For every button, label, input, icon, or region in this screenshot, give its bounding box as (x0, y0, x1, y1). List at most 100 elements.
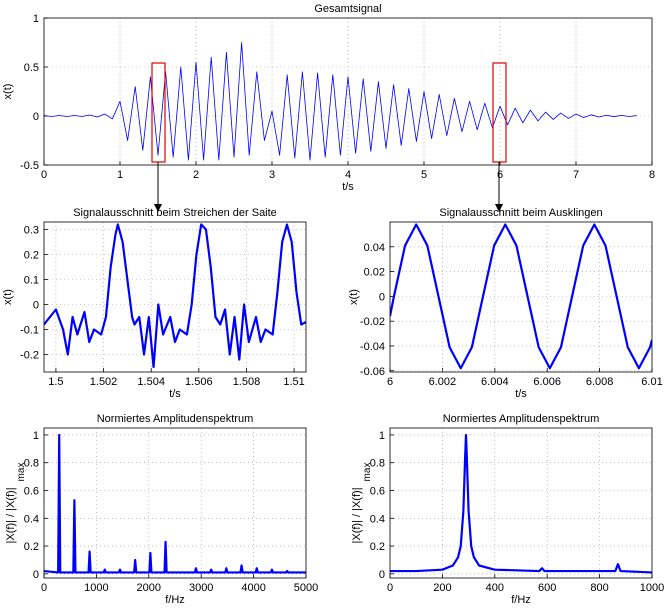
y-tick-label: 0.6 (24, 486, 39, 498)
y-tick-label: 0.3 (24, 225, 39, 237)
y-axis-label-text: x(t) (2, 84, 14, 100)
x-tick-label: 7 (573, 169, 579, 181)
axes-frame (43, 427, 307, 579)
y-axis-label-text: x(t) (2, 289, 14, 305)
x-axis-label: t/s (169, 388, 181, 400)
subplot: 6 6.002 6.004 6.006 6.008 6.01 -0.06 -0.04 -0.02… (348, 207, 663, 400)
x-tick-label: 1000 (640, 582, 664, 594)
x-tick-label: 600 (538, 582, 556, 594)
subplot-title: Gesamtsignal (314, 3, 381, 15)
signal-line (44, 42, 637, 161)
y-axis-label-subscript: max (362, 463, 373, 482)
y-tick-label: 0 (33, 111, 39, 123)
y-axis-label: x(t) (2, 289, 14, 305)
x-axis-label: t/s (515, 388, 527, 400)
subplot-title: Signalausschnitt beim Streichen der Sait… (73, 207, 277, 219)
axes-frame (389, 221, 653, 373)
x-tick-label: 6 (387, 376, 393, 388)
x-tick-label: 1.51 (283, 376, 304, 388)
y-tick-label: 0.02 (364, 267, 385, 279)
subplot-title: Normiertes Amplitudenspektrum (443, 413, 600, 425)
y-axis-label-text: x(t) (348, 289, 360, 305)
y-tick-label: 0.5 (24, 62, 39, 74)
y-tick-label: 0.8 (370, 458, 385, 470)
signal-line (390, 433, 652, 574)
x-tick-label: 6 (497, 169, 503, 181)
x-tick-label: 5000 (294, 582, 318, 594)
x-tick-label: 3000 (189, 582, 213, 594)
x-tick-label: 1.504 (137, 376, 165, 388)
y-tick-label: -0.1 (20, 325, 39, 337)
y-tick-label: 1 (379, 430, 385, 442)
subplot: 0 1000 2000 3000 4000 5000 0 0.2 0.4 0.6 0.8 1 Normi… (5, 413, 318, 606)
y-tick-label: 0.4 (24, 513, 39, 525)
x-tick-label: 1 (117, 169, 123, 181)
y-axis-label-text: |X(f)| / |X(f)| (5, 487, 17, 543)
signal-line (390, 223, 652, 370)
x-tick-label: 4 (345, 169, 351, 181)
y-tick-label: 0.2 (370, 541, 385, 553)
x-tick-label: 5 (421, 169, 427, 181)
arrow-head (495, 204, 503, 212)
x-tick-label: 3 (269, 169, 275, 181)
x-tick-label: 2 (193, 169, 199, 181)
signal-line (44, 433, 306, 574)
y-tick-label: -0.2 (20, 350, 39, 362)
axes-frame (43, 17, 653, 166)
y-tick-label: 1 (33, 430, 39, 442)
y-tick-label: 0 (379, 569, 385, 581)
plot-area (390, 428, 652, 578)
x-tick-label: 8 (649, 169, 655, 181)
y-tick-label: -0.06 (360, 366, 385, 378)
y-tick-label: 0.4 (370, 513, 385, 525)
x-tick-label: 1000 (84, 582, 108, 594)
y-axis-label-subscript: max (16, 463, 27, 482)
plots: 0 1 2 3 4 5 6 7 8-0.500.51Gesamtsignalt/sx(t)1.5… (2, 3, 664, 606)
x-tick-label: 6.002 (429, 376, 457, 388)
y-axis-label-text: |X(f)| / |X(f)| (351, 487, 363, 543)
subplot-title: Normiertes Amplitudenspektrum (97, 413, 254, 425)
x-tick-label: 0 (41, 582, 47, 594)
axes-frame (43, 221, 307, 373)
x-axis-label: f/Hz (511, 594, 531, 606)
plot-area (390, 222, 652, 372)
subplot-title: Signalausschnitt beim Ausklingen (439, 207, 602, 219)
subplot: 0 200 400 600 800 1000 0 0.2 0.4 0.6 0.8 1 Normierte… (351, 413, 664, 606)
y-axis-label: |X(f)| / |X(f)| max (5, 463, 27, 544)
y-tick-label: -0.04 (360, 341, 385, 353)
y-axis-label: |X(f)| / |X(f)| max (351, 463, 373, 544)
x-axis-label: f/Hz (165, 594, 185, 606)
x-tick-label: 0 (41, 169, 47, 181)
arrow-head (154, 204, 162, 212)
y-tick-label: 0.1 (24, 275, 39, 287)
y-axis-label: x(t) (348, 289, 360, 305)
signal-line (44, 223, 306, 369)
y-tick-label: 0 (33, 569, 39, 581)
y-tick-label: 0.2 (24, 250, 39, 262)
x-tick-label: 0 (387, 582, 393, 594)
y-tick-label: 0 (33, 300, 39, 312)
y-tick-label: 0.04 (364, 242, 385, 254)
y-tick-label: 0.8 (24, 458, 39, 470)
y-tick-label: -0.5 (20, 160, 39, 172)
plot-area (44, 222, 306, 372)
x-tick-label: 1.5 (48, 376, 63, 388)
x-axis-label: t/s (342, 181, 354, 193)
x-tick-label: 200 (433, 582, 451, 594)
subplot: 1.5 1.502 1.504 1.506 1.508 1.51 -0.2 -0.1 0 0.1 0… (2, 207, 307, 400)
plot-area (44, 428, 306, 578)
y-tick-label: 0 (379, 291, 385, 303)
x-tick-label: 2000 (137, 582, 161, 594)
x-tick-label: 1.506 (185, 376, 213, 388)
x-tick-label: 400 (486, 582, 504, 594)
y-tick-label: 1 (33, 13, 39, 25)
selection-markers (151, 62, 507, 212)
y-axis-label: x(t) (2, 84, 14, 100)
y-tick-label: 0.2 (24, 541, 39, 553)
x-tick-label: 1.508 (233, 376, 261, 388)
x-tick-label: 1.502 (90, 376, 118, 388)
x-tick-label: 6.006 (533, 376, 561, 388)
y-tick-label: -0.02 (360, 316, 385, 328)
y-tick-label: 0.6 (370, 486, 385, 498)
